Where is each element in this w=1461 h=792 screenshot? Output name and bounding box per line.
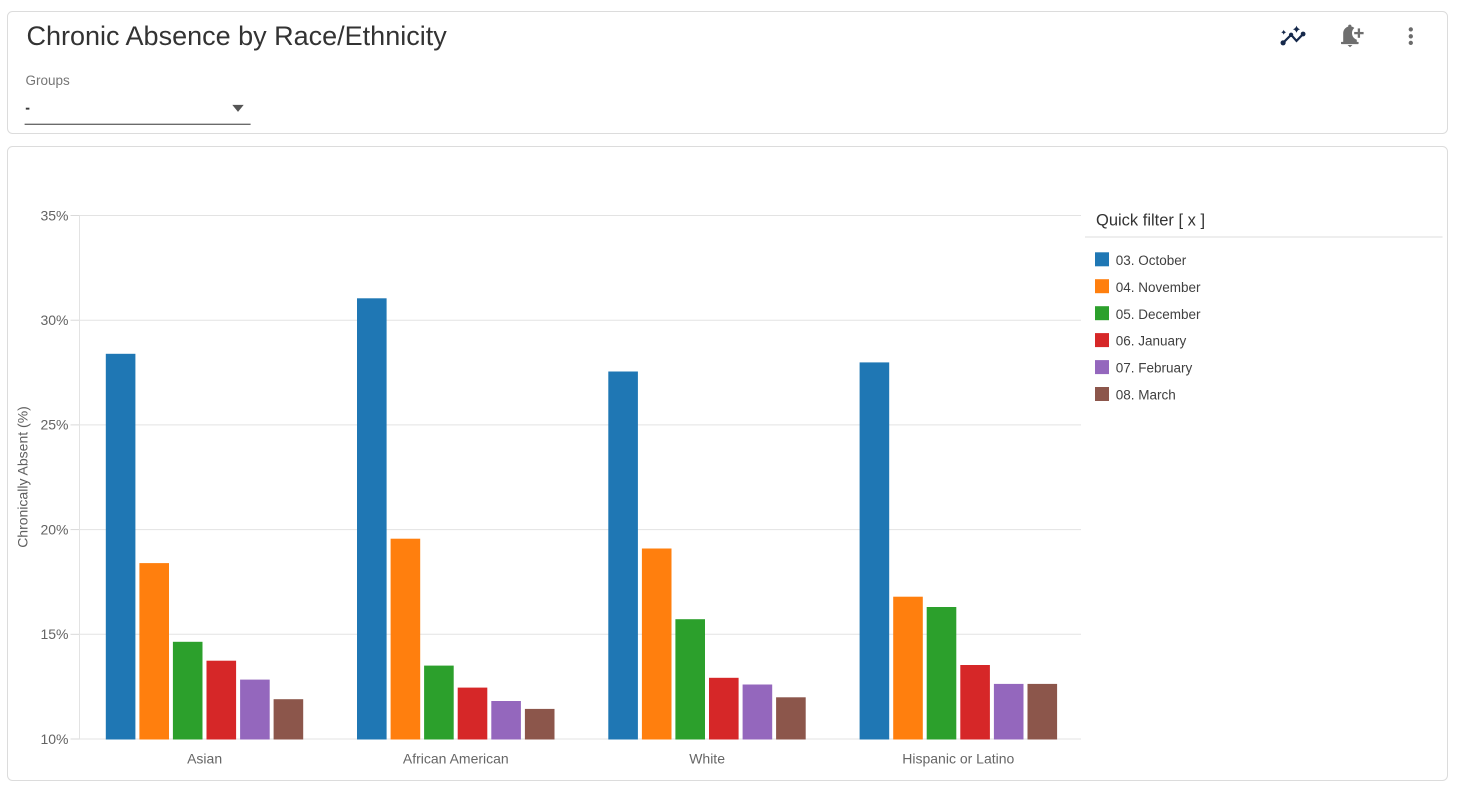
svg-text:Asian: Asian xyxy=(187,751,222,767)
svg-text:Chronically Absent (%): Chronically Absent (%) xyxy=(15,406,31,548)
svg-text:Groups: Groups xyxy=(26,73,71,88)
svg-text:10%: 10% xyxy=(40,731,68,747)
svg-text:25%: 25% xyxy=(40,417,68,433)
svg-text:04. November: 04. November xyxy=(1116,280,1201,295)
svg-text:30%: 30% xyxy=(40,312,68,328)
svg-text:White: White xyxy=(689,751,725,767)
svg-text:Hispanic or Latino: Hispanic or Latino xyxy=(902,751,1014,767)
svg-text:20%: 20% xyxy=(40,521,68,537)
svg-text:05. December: 05. December xyxy=(1116,307,1201,322)
svg-text:07. February: 07. February xyxy=(1116,361,1193,376)
svg-text:Quick filter [ x ]: Quick filter [ x ] xyxy=(1096,211,1205,229)
svg-text:15%: 15% xyxy=(40,626,68,642)
svg-text:35%: 35% xyxy=(40,207,68,223)
svg-text:African American: African American xyxy=(403,751,509,767)
svg-text:Chronic Absence by Race/Ethnic: Chronic Absence by Race/Ethnicity xyxy=(27,21,448,51)
svg-text:06. January: 06. January xyxy=(1116,334,1187,349)
svg-text:08. March: 08. March xyxy=(1116,388,1176,403)
svg-text:03. October: 03. October xyxy=(1116,253,1187,268)
